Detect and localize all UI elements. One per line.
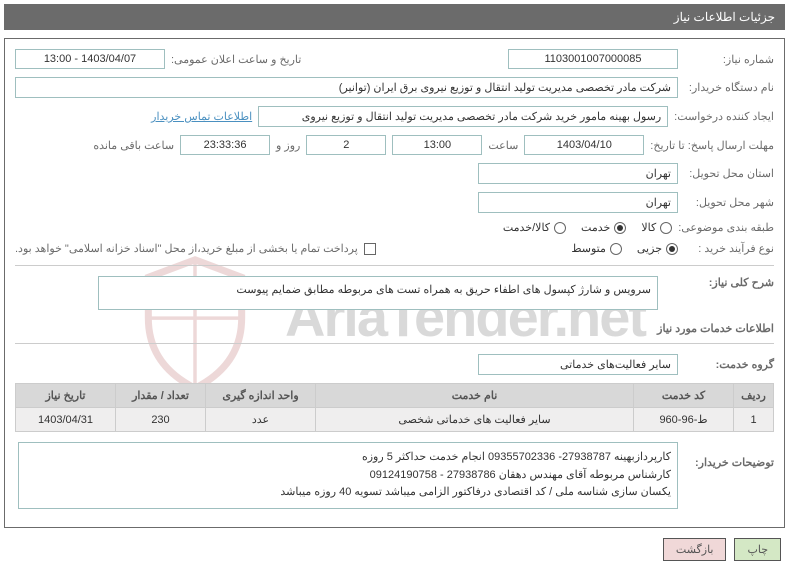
radio-goods[interactable]: کالا [641, 221, 672, 234]
table-header-row: ردیف کد خدمت نام خدمت واحد اندازه گیری ت… [16, 384, 774, 408]
th-unit: واحد اندازه گیری [206, 384, 316, 408]
row-requester: ایجاد کننده درخواست: رسول بهینه مامور خر… [15, 106, 774, 127]
service-group-label: گروه خدمت: [684, 358, 774, 371]
services-table: ردیف کد خدمت نام خدمت واحد اندازه گیری ت… [15, 383, 774, 432]
deadline-time-label: ساعت [488, 139, 518, 152]
th-row: ردیف [734, 384, 774, 408]
radio-medium[interactable]: متوسط [571, 242, 622, 255]
deadline-time-field: 13:00 [392, 135, 482, 155]
deadline-days-label: روز و [276, 139, 300, 152]
td-unit: عدد [206, 408, 316, 432]
process-type-radio-group: جزیی متوسط [571, 242, 678, 255]
process-note: پرداخت تمام یا بخشی از مبلغ خرید،از محل … [15, 242, 358, 255]
category-label: طبقه بندی موضوعی: [678, 221, 774, 234]
th-qty: تعداد / مقدار [116, 384, 206, 408]
radio-partial-label: جزیی [637, 242, 662, 255]
row-province: استان محل تحویل: تهران [15, 163, 774, 184]
td-name: سایر فعالیت های خدماتی شخصی [316, 408, 634, 432]
divider-2 [15, 343, 774, 344]
content-inner: شماره نیاز: 1103001007000085 تاریخ و ساع… [15, 49, 774, 509]
deadline-hours-field: 23:33:36 [180, 135, 270, 155]
radio-goods-service-circle [554, 222, 566, 234]
need-desc-field: سرویس و شارژ کپسول های اطفاء حریق به همر… [98, 276, 658, 310]
radio-goods-service-label: کالا/خدمت [503, 221, 550, 234]
need-desc-label: شرح کلی نیاز: [684, 276, 774, 289]
td-row: 1 [734, 408, 774, 432]
process-type-label: نوع فرآیند خرید : [684, 242, 774, 255]
treasury-checkbox[interactable] [364, 243, 376, 255]
buyer-notes-line2: کارشناس مربوطه آقای مهندس دهقان 27938786… [25, 467, 671, 485]
content-box: AriaTender.net شماره نیاز: 1103001007000… [4, 38, 785, 528]
back-button[interactable]: بازگشت [663, 538, 727, 561]
category-radio-group: کالا خدمت کالا/خدمت [503, 221, 672, 234]
deadline-days-field: 2 [306, 135, 386, 155]
row-service-group: گروه خدمت: سایر فعالیت‌های خدماتی [15, 354, 774, 375]
buyer-notes-line3: یکسان سازی شناسه ملی / کد اقتصادی درفاکت… [25, 484, 671, 502]
table-row: 1 ط-96-960 سایر فعالیت های خدماتی شخصی ع… [16, 408, 774, 432]
city-field: تهران [478, 192, 678, 213]
province-field: تهران [478, 163, 678, 184]
td-qty: 230 [116, 408, 206, 432]
page-header: جزئیات اطلاعات نیاز [4, 4, 785, 30]
th-code: کد خدمت [634, 384, 734, 408]
divider-1 [15, 265, 774, 266]
row-process-type: نوع فرآیند خرید : جزیی متوسط پرداخت تمام… [15, 242, 774, 255]
row-need-desc: شرح کلی نیاز: سرویس و شارژ کپسول های اطف… [15, 276, 774, 310]
radio-partial-circle [666, 243, 678, 255]
row-city: شهر محل تحویل: تهران [15, 192, 774, 213]
services-info-title: اطلاعات خدمات مورد نیاز [15, 322, 774, 335]
row-buyer-org: نام دستگاه خریدار: شرکت مادر تخصصی مدیری… [15, 77, 774, 98]
deadline-date-field: 1403/04/10 [524, 135, 644, 155]
header-title: جزئیات اطلاعات نیاز [674, 10, 775, 24]
announce-datetime-label: تاریخ و ساعت اعلان عمومی: [171, 53, 301, 66]
need-number-field: 1103001007000085 [508, 49, 678, 69]
radio-medium-label: متوسط [571, 242, 606, 255]
th-name: نام خدمت [316, 384, 634, 408]
requester-field: رسول بهینه مامور خرید شرکت مادر تخصصی مد… [258, 106, 668, 127]
buyer-org-field: شرکت مادر تخصصی مدیریت تولید انتقال و تو… [15, 77, 678, 98]
button-row: چاپ بازگشت [4, 538, 785, 561]
deadline-label: مهلت ارسال پاسخ: تا تاریخ: [650, 139, 774, 152]
announce-datetime-field: 1403/04/07 - 13:00 [15, 49, 165, 69]
th-date: تاریخ نیاز [16, 384, 116, 408]
row-need-number: شماره نیاز: 1103001007000085 تاریخ و ساع… [15, 49, 774, 69]
td-date: 1403/04/31 [16, 408, 116, 432]
row-category: طبقه بندی موضوعی: کالا خدمت کالا/خدمت [15, 221, 774, 234]
print-button[interactable]: چاپ [734, 538, 781, 561]
buyer-notes-field: کارپردازبهینه 27938787- 09355702336 انجا… [18, 442, 678, 509]
radio-goods-service[interactable]: کالا/خدمت [503, 221, 566, 234]
buyer-notes-line1: کارپردازبهینه 27938787- 09355702336 انجا… [25, 449, 671, 467]
need-number-label: شماره نیاز: [684, 53, 774, 66]
row-deadline: مهلت ارسال پاسخ: تا تاریخ: 1403/04/10 سا… [15, 135, 774, 155]
province-label: استان محل تحویل: [684, 167, 774, 180]
requester-label: ایجاد کننده درخواست: [674, 110, 774, 123]
contact-link[interactable]: اطلاعات تماس خریدار [151, 110, 252, 123]
td-code: ط-96-960 [634, 408, 734, 432]
radio-goods-label: کالا [641, 221, 656, 234]
main-container: جزئیات اطلاعات نیاز AriaTender.net شماره… [0, 0, 789, 565]
radio-medium-circle [610, 243, 622, 255]
deadline-remaining-label: ساعت باقی مانده [93, 139, 174, 152]
radio-service-label: خدمت [581, 221, 610, 234]
radio-service-circle [614, 222, 626, 234]
row-buyer-notes: توضیحات خریدار: کارپردازبهینه 27938787- … [15, 442, 774, 509]
radio-goods-circle [660, 222, 672, 234]
buyer-notes-label: توضیحات خریدار: [684, 442, 774, 469]
buyer-org-label: نام دستگاه خریدار: [684, 81, 774, 94]
service-group-field: سایر فعالیت‌های خدماتی [478, 354, 678, 375]
city-label: شهر محل تحویل: [684, 196, 774, 209]
radio-service[interactable]: خدمت [581, 221, 626, 234]
radio-partial[interactable]: جزیی [637, 242, 678, 255]
